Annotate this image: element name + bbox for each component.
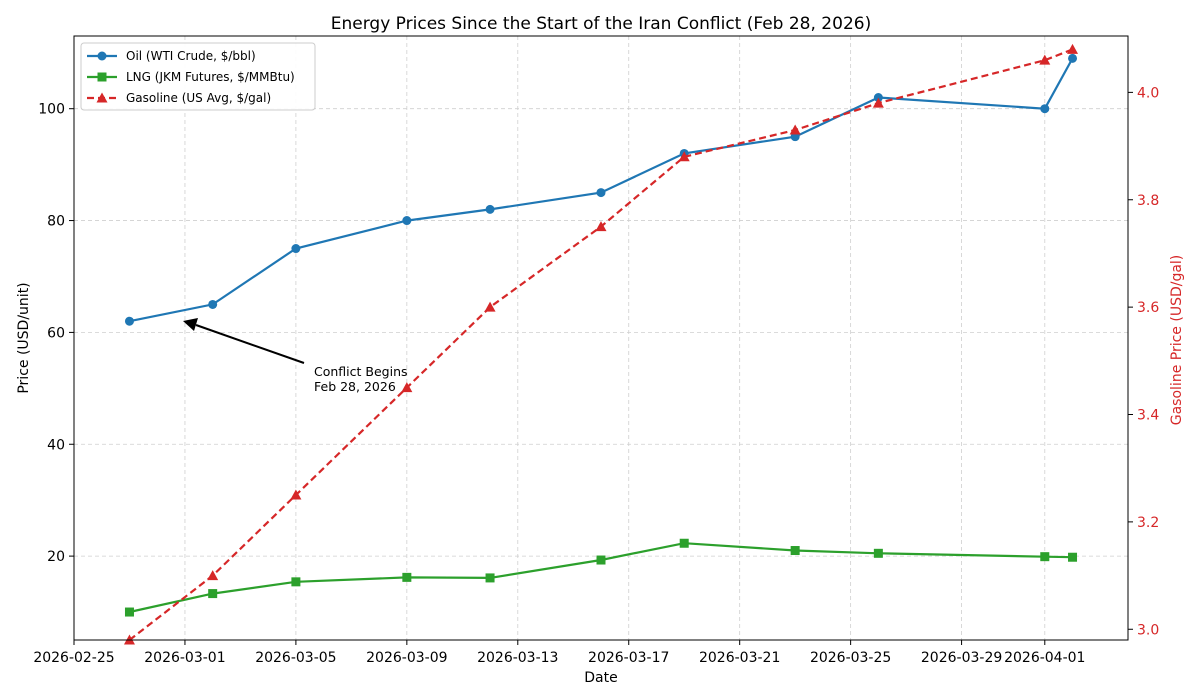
- x-tick-label: 2026-03-17: [588, 650, 669, 666]
- y-tick-label: 100: [38, 102, 65, 118]
- x-tick-label: 2026-03-09: [366, 650, 447, 666]
- x-axis-title: Date: [584, 670, 617, 686]
- x-tick-label: 2026-03-13: [477, 650, 558, 666]
- gasoline-point: [207, 570, 219, 581]
- legend-oil-marker: [97, 51, 107, 61]
- y2-tick-label: 3.8: [1137, 193, 1159, 209]
- gasoline-point: [789, 124, 801, 135]
- gasoline-point: [484, 301, 496, 312]
- gasoline-point: [595, 221, 607, 232]
- y2-tick-label: 3.2: [1137, 515, 1159, 531]
- legend-gasoline-label: Gasoline (US Avg, $/gal): [126, 91, 271, 105]
- y2-tick-label: 3.6: [1137, 300, 1159, 316]
- lng-point: [596, 555, 606, 565]
- oil-point: [208, 299, 218, 309]
- plot-frame: [73, 35, 1129, 641]
- gasoline-line: [128, 48, 1073, 641]
- gasoline-point: [290, 489, 302, 500]
- conflict-annotation: Conflict Begins Feb 28, 2026: [183, 318, 408, 394]
- legend-box: [80, 42, 316, 111]
- x-tick-label: 2026-03-21: [699, 650, 780, 666]
- annotation-line-2: Feb 28, 2026: [314, 379, 396, 394]
- x-tick-label: 2026-03-01: [144, 650, 225, 666]
- legend-lng-label: LNG (JKM Futures, $/MMBtu): [126, 70, 295, 84]
- oil-point: [596, 188, 606, 198]
- lng-point: [1040, 552, 1050, 562]
- y-axis-title: Price (USD/unit): [16, 282, 32, 393]
- gasoline-point: [1067, 43, 1079, 54]
- lng-point: [790, 546, 800, 556]
- annotation-arrow-head: [183, 318, 198, 331]
- gasoline-point: [1039, 54, 1051, 65]
- y2-tick-label: 3.4: [1137, 408, 1159, 424]
- legend-lng-marker: [97, 72, 107, 82]
- y-tick-label: 60: [47, 325, 65, 341]
- oil-point: [1040, 104, 1050, 114]
- gasoline-point: [872, 97, 884, 108]
- oil-point: [402, 216, 412, 226]
- legend-gasoline-marker: [96, 92, 108, 103]
- lng-point: [485, 573, 495, 583]
- oil-point: [124, 316, 134, 326]
- y2-axis-title: Gasoline Price (USD/gal): [1169, 255, 1185, 426]
- y-tick-label: 20: [47, 549, 65, 565]
- y-axis-right: 3.0 3.2 3.4 3.6 3.8 4.0: [1128, 85, 1159, 638]
- annotation-arrow-line: [195, 324, 305, 364]
- x-tick-label: 2026-03-25: [810, 650, 891, 666]
- lng-point: [873, 548, 883, 558]
- lng-point: [208, 589, 218, 599]
- x-tick-label: 2026-04-01: [1004, 650, 1085, 666]
- lng-point: [124, 607, 134, 617]
- y2-tick-label: 3.0: [1137, 622, 1159, 638]
- x-tick-label: 2026-02-25: [33, 650, 114, 666]
- gasoline-series: [123, 43, 1079, 645]
- lng-point: [291, 577, 301, 587]
- lng-point: [679, 538, 689, 548]
- x-axis: 2026-02-25 2026-03-01 2026-03-05 2026-03-09…: [33, 640, 1085, 666]
- lng-point: [1068, 552, 1078, 562]
- series-layer: [123, 43, 1079, 645]
- oil-point: [873, 93, 883, 103]
- oil-point: [485, 204, 495, 214]
- gasoline-point: [401, 382, 413, 393]
- grid-lines: [73, 36, 1128, 640]
- y-tick-label: 40: [47, 437, 65, 453]
- legend-oil-label: Oil (WTI Crude, $/bbl): [126, 49, 256, 63]
- oil-point: [1068, 53, 1078, 63]
- x-tick-label: 2026-03-29: [921, 650, 1002, 666]
- lng-point: [402, 572, 412, 582]
- gasoline-point: [678, 151, 690, 162]
- lng-series: [124, 538, 1078, 617]
- x-tick-label: 2026-03-05: [255, 650, 336, 666]
- annotation-line-1: Conflict Begins: [314, 364, 408, 379]
- y-tick-label: 80: [47, 214, 65, 230]
- legend: Oil (WTI Crude, $/bbl) LNG (JKM Futures, …: [80, 42, 316, 111]
- y2-tick-label: 4.0: [1137, 85, 1159, 101]
- y-axis-left: 20 40 60 80 100: [38, 102, 74, 565]
- oil-point: [291, 244, 301, 254]
- lng-line: [129, 542, 1073, 614]
- chart-title: Energy Prices Since the Start of the Ira…: [331, 14, 871, 34]
